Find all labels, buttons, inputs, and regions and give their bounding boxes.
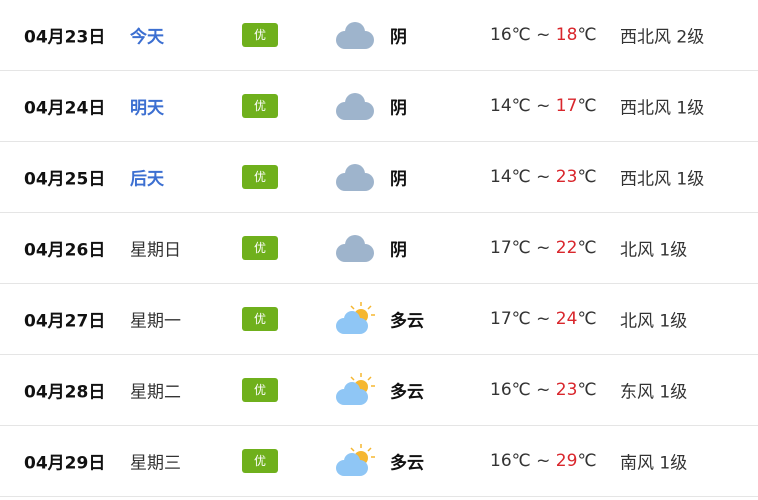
wind: 北风 1级: [620, 311, 688, 332]
temperature-range: 16℃ ~ 23℃: [490, 380, 597, 400]
date: 04月25日: [24, 169, 106, 190]
partly-cloudy-icon: [333, 444, 377, 478]
forecast-row: 04月28日 星期二 优 多云 16℃ ~ 23℃ 东风 1级: [0, 355, 758, 426]
weather-condition: 多云: [390, 382, 424, 403]
aqi-badge: 优: [242, 165, 278, 189]
aqi-badge: 优: [242, 23, 278, 47]
day-label: 星期日: [130, 240, 181, 261]
forecast-row: 04月23日 今天 优 阴 16℃ ~ 18℃ 西北风 2级: [0, 0, 758, 71]
weather-condition: 阴: [390, 27, 407, 48]
temp-unit: ℃: [577, 380, 597, 400]
date: 04月28日: [24, 382, 106, 403]
low-temp: 16℃: [490, 451, 531, 471]
wind: 西北风 1级: [620, 169, 705, 190]
temp-unit: ℃: [577, 309, 597, 329]
weather-condition: 阴: [390, 169, 407, 190]
date: 04月24日: [24, 98, 106, 119]
temperature-range: 16℃ ~ 18℃: [490, 25, 597, 45]
temp-separator: ~: [530, 451, 556, 471]
wind: 西北风 2级: [620, 27, 705, 48]
high-temp: 23: [555, 167, 578, 187]
high-temp: 29: [555, 451, 578, 471]
temp-unit: ℃: [577, 451, 597, 471]
temperature-range: 14℃ ~ 23℃: [490, 167, 597, 187]
weather-condition: 多云: [390, 453, 424, 474]
day-label: 星期二: [130, 382, 181, 403]
forecast-row: 04月27日 星期一 优 多云 17℃ ~ 24℃ 北风 1级: [0, 284, 758, 355]
temp-unit: ℃: [577, 96, 597, 116]
day-label[interactable]: 后天: [130, 169, 164, 190]
date: 04月26日: [24, 240, 106, 261]
weather-condition: 阴: [390, 98, 407, 119]
temperature-range: 17℃ ~ 22℃: [490, 238, 597, 258]
temp-unit: ℃: [577, 25, 597, 45]
high-temp: 23: [555, 380, 578, 400]
temperature-range: 14℃ ~ 17℃: [490, 96, 597, 116]
forecast-row: 04月29日 星期三 优 多云 16℃ ~ 29℃ 南风 1级: [0, 426, 758, 497]
low-temp: 17℃: [490, 309, 531, 329]
day-label[interactable]: 今天: [130, 27, 164, 48]
high-temp: 18: [555, 25, 578, 45]
aqi-badge: 优: [242, 449, 278, 473]
temp-separator: ~: [530, 238, 556, 258]
day-label: 星期三: [130, 453, 181, 474]
high-temp: 24: [555, 309, 578, 329]
temp-separator: ~: [530, 25, 556, 45]
date: 04月27日: [24, 311, 106, 332]
aqi-badge: 优: [242, 378, 278, 402]
weather-condition: 阴: [390, 240, 407, 261]
day-label: 星期一: [130, 311, 181, 332]
temperature-range: 17℃ ~ 24℃: [490, 309, 597, 329]
wind: 东风 1级: [620, 382, 688, 403]
temp-separator: ~: [530, 96, 556, 116]
temp-separator: ~: [530, 309, 556, 329]
temp-separator: ~: [530, 380, 556, 400]
aqi-badge: 优: [242, 236, 278, 260]
low-temp: 17℃: [490, 238, 531, 258]
day-label[interactable]: 明天: [130, 98, 164, 119]
high-temp: 17: [555, 96, 578, 116]
cloudy-icon: [333, 89, 377, 123]
temp-unit: ℃: [577, 167, 597, 187]
low-temp: 16℃: [490, 25, 531, 45]
low-temp: 14℃: [490, 96, 531, 116]
low-temp: 16℃: [490, 380, 531, 400]
wind: 南风 1级: [620, 453, 688, 474]
aqi-badge: 优: [242, 307, 278, 331]
cloudy-icon: [333, 231, 377, 265]
forecast-row: 04月24日 明天 优 阴 14℃ ~ 17℃ 西北风 1级: [0, 71, 758, 142]
aqi-badge: 优: [242, 94, 278, 118]
partly-cloudy-icon: [333, 373, 377, 407]
weather-condition: 多云: [390, 311, 424, 332]
date: 04月23日: [24, 27, 106, 48]
temp-separator: ~: [530, 167, 556, 187]
low-temp: 14℃: [490, 167, 531, 187]
date: 04月29日: [24, 453, 106, 474]
forecast-row: 04月26日 星期日 优 阴 17℃ ~ 22℃ 北风 1级: [0, 213, 758, 284]
wind: 西北风 1级: [620, 98, 705, 119]
partly-cloudy-icon: [333, 302, 377, 336]
wind: 北风 1级: [620, 240, 688, 261]
temp-unit: ℃: [577, 238, 597, 258]
forecast-row: 04月25日 后天 优 阴 14℃ ~ 23℃ 西北风 1级: [0, 142, 758, 213]
high-temp: 22: [555, 238, 578, 258]
cloudy-icon: [333, 160, 377, 194]
temperature-range: 16℃ ~ 29℃: [490, 451, 597, 471]
cloudy-icon: [333, 18, 377, 52]
